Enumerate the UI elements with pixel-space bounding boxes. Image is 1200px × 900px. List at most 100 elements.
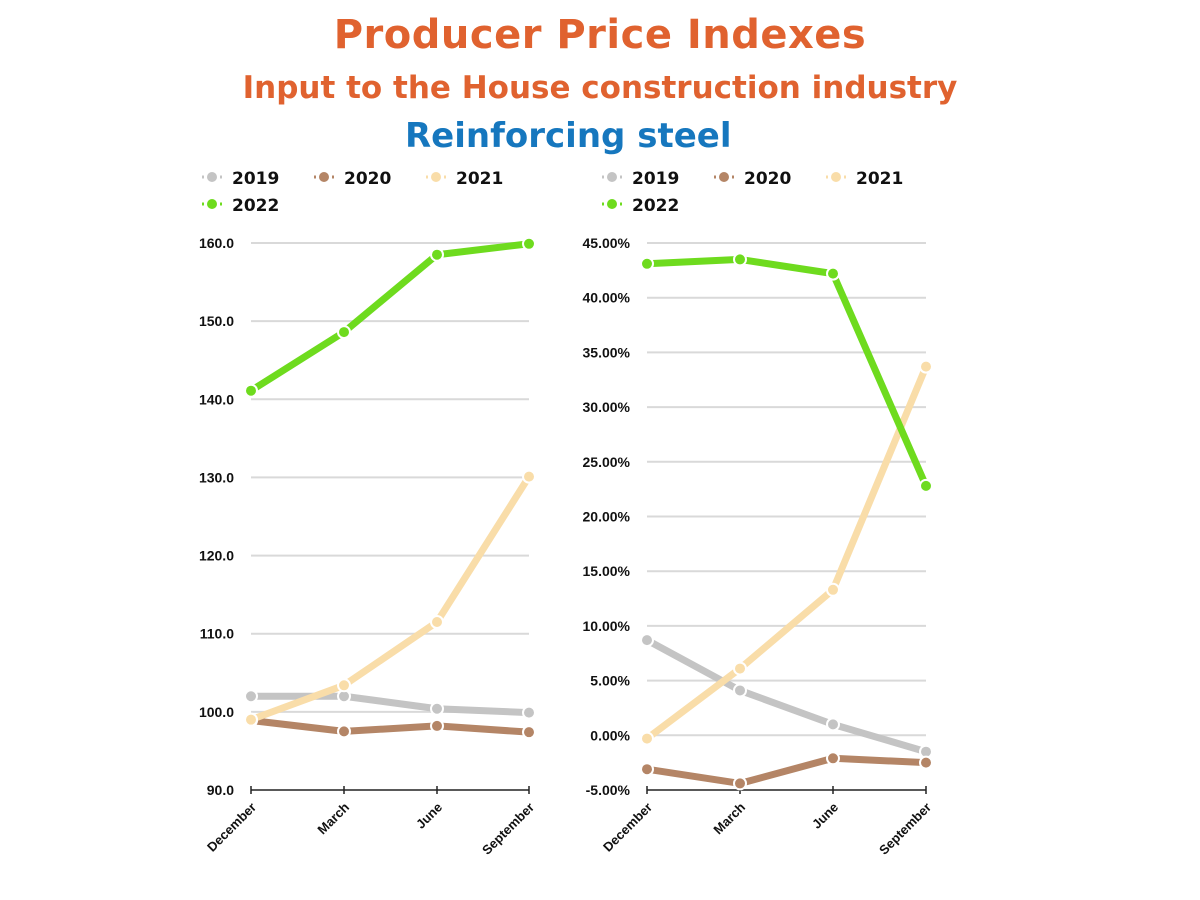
legend-marker-2022: [207, 199, 217, 209]
y-tick-label: 110.0: [200, 626, 234, 642]
data-point-2020-June: [826, 751, 840, 766]
legend-label-2022: 2022: [632, 196, 679, 216]
series-2022: [244, 236, 536, 398]
data-point-2020-September: [522, 725, 536, 740]
y-tick-label: 5.00%: [590, 673, 630, 689]
series-2020: [244, 713, 536, 740]
legend-label-2019: 2019: [632, 169, 679, 189]
y-tick-label: 20.00%: [583, 509, 631, 525]
series-line-2021: [247, 473, 533, 724]
y-tick-label: 140.0: [199, 391, 234, 407]
y-tick-label: 40.00%: [583, 290, 631, 306]
legend-item-2020: 2020: [714, 169, 791, 189]
series-2021: [640, 359, 933, 746]
data-point-2021-December: [640, 731, 654, 746]
series-line-2019: [643, 636, 930, 756]
legend-item-2020: 2020: [314, 169, 391, 189]
y-tick-label: 100.0: [199, 704, 234, 720]
x-tick-label: March: [710, 799, 748, 837]
legend-item-2019: 2019: [602, 169, 679, 189]
y-tick-label: 15.00%: [583, 563, 631, 579]
data-point-2022-September: [522, 236, 536, 251]
data-point-2020-March: [733, 776, 747, 791]
data-point-2020-December: [640, 762, 654, 777]
data-point-2022-March: [337, 325, 351, 340]
y-tick-label: 30.00%: [583, 399, 631, 415]
legend-label-2019: 2019: [232, 169, 279, 189]
x-tick-label: December: [204, 800, 259, 855]
data-point-2019-December: [244, 689, 258, 704]
data-point-2022-December: [640, 256, 654, 271]
series-line-2020: [247, 716, 533, 736]
series-2019: [640, 633, 933, 759]
legend-label-2020: 2020: [744, 169, 791, 189]
series-2019: [244, 689, 536, 720]
legend-marker-2021: [831, 172, 841, 182]
data-point-2019-September: [522, 705, 536, 720]
legend-label-2021: 2021: [456, 169, 503, 189]
legend-marker-2020: [719, 172, 729, 182]
data-point-2022-March: [733, 252, 747, 267]
series-line-2022: [247, 240, 533, 395]
y-tick-label: 150.0: [199, 313, 234, 329]
legend-label-2020: 2020: [344, 169, 391, 189]
legend-marker-2019: [607, 172, 617, 182]
legend-item-2021: 2021: [826, 169, 903, 189]
data-point-2021-March: [733, 661, 747, 676]
y-tick-label: 45.00%: [583, 235, 631, 251]
series-2021: [244, 469, 536, 727]
x-tick-label: December: [600, 800, 655, 855]
y-tick-label: 130.0: [199, 469, 234, 485]
series-2020: [640, 751, 933, 791]
data-point-2019-December: [640, 633, 654, 648]
x-tick-label: June: [413, 800, 445, 832]
legend-item-2022: 2022: [202, 196, 279, 216]
data-point-2021-December: [244, 712, 258, 727]
data-point-2020-March: [337, 724, 351, 739]
x-tick-label: June: [809, 800, 841, 832]
data-point-2019-March: [733, 683, 747, 698]
data-point-2020-September: [919, 755, 933, 770]
y-tick-label: 35.00%: [583, 344, 631, 360]
data-point-2022-September: [919, 478, 933, 493]
legend-item-2022: 2022: [602, 196, 679, 216]
y-tick-label: 160.0: [199, 235, 234, 251]
data-point-2021-June: [826, 582, 840, 597]
series-2022: [640, 252, 933, 493]
y-tick-label: 120.0: [199, 548, 234, 564]
legend-marker-2019: [207, 172, 217, 182]
legend-item-2021: 2021: [426, 169, 503, 189]
y-tick-label: -5.00%: [586, 782, 631, 798]
x-tick-label: September: [876, 800, 934, 858]
legend-marker-2021: [431, 172, 441, 182]
data-point-2022-June: [430, 247, 444, 262]
y-tick-label: 0.00%: [590, 727, 630, 743]
x-tick-label: September: [479, 800, 537, 858]
legend-item-2019: 2019: [202, 169, 279, 189]
chart-title: Producer Price Indexes: [333, 12, 867, 58]
data-point-2020-June: [430, 718, 444, 733]
chart-product-title: Reinforcing steel: [405, 116, 732, 156]
y-tick-label: 90.0: [207, 782, 234, 798]
data-point-2022-June: [826, 266, 840, 281]
series-line-2021: [643, 363, 930, 743]
data-point-2021-March: [337, 678, 351, 693]
chart-2: 2019 2020 2021 2022 -5.00% 0.00% 5.00% 10.00% 15…: [583, 169, 935, 858]
data-point-2019-June: [430, 701, 444, 716]
x-tick-label: March: [314, 799, 352, 837]
legend-marker-2020: [319, 172, 329, 182]
chart-subtitle: Input to the House construction industry: [242, 70, 958, 106]
series-line-2022: [643, 255, 930, 490]
legend-marker-2022: [607, 199, 617, 209]
series-line-2020: [643, 754, 930, 787]
legend-label-2022: 2022: [232, 196, 279, 216]
chart-1: 2019 2020 2021 2022 90.0 100.0 110.0 120.0 130.0…: [199, 169, 537, 858]
data-point-2019-June: [826, 717, 840, 732]
series-line-2019: [247, 692, 533, 717]
data-point-2021-June: [430, 614, 444, 629]
data-point-2021-September: [522, 469, 536, 484]
data-point-2022-December: [244, 383, 258, 398]
legend-label-2021: 2021: [856, 169, 903, 189]
data-point-2021-September: [919, 359, 933, 374]
